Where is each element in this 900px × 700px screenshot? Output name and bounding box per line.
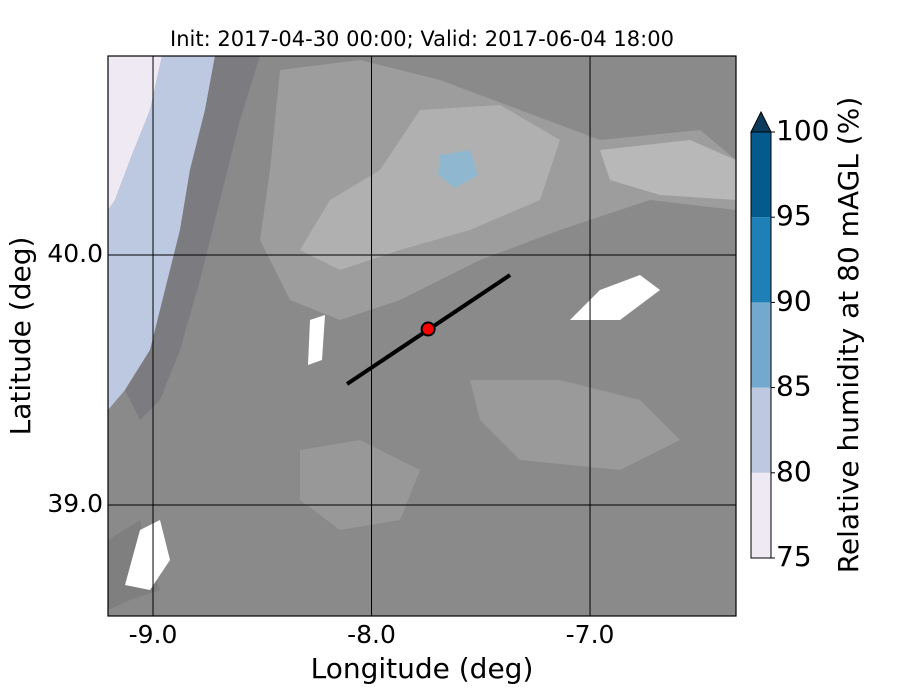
x-axis-label: Longitude (deg) [311, 652, 534, 685]
sea-high [108, 56, 162, 210]
colorbar-band [751, 132, 771, 218]
terrain [108, 56, 736, 616]
coast-hills [125, 56, 260, 420]
colorbar-frame [750, 131, 772, 559]
colorbar-tick-label: 75 [776, 540, 812, 573]
x-tick-label: -9.0 [129, 620, 178, 649]
colorbar-tick-label: 90 [776, 284, 812, 317]
colorbar-tick-label: 95 [776, 199, 812, 232]
y-tick-label: 39.0 [47, 489, 103, 518]
graticule [108, 56, 736, 616]
x-tick-label: -7.0 [566, 620, 615, 649]
colorbar-band [751, 387, 771, 473]
map-frame [107, 55, 737, 617]
moist-spot [438, 150, 478, 188]
colorbar-label: Relative humidity at 80 mAGL (%) [832, 97, 865, 574]
y-axis-label: Latitude (deg) [4, 237, 37, 436]
plateau [600, 140, 736, 200]
hills-south [470, 380, 680, 470]
sea-coast [108, 56, 215, 410]
colorbar-band [751, 472, 771, 558]
chart-title: Init: 2017-04-30 00:00; Valid: 2017-06-0… [170, 27, 674, 51]
site-marker [420, 321, 436, 337]
no-data [125, 520, 170, 590]
ridge [300, 105, 560, 270]
colorbar-tick-label: 80 [776, 455, 812, 488]
colorbar-band [751, 217, 771, 303]
no-data [308, 315, 325, 365]
colorbar-tick-label: 85 [776, 370, 812, 403]
x-tick-label: -8.0 [347, 620, 396, 649]
y-tick-label: 40.0 [47, 239, 103, 268]
colorbar-extend [750, 110, 772, 133]
colorbar-tick-label: 100 [776, 114, 829, 147]
colorbar-band [751, 302, 771, 388]
no-data [570, 275, 660, 320]
hills-sw [300, 440, 420, 530]
